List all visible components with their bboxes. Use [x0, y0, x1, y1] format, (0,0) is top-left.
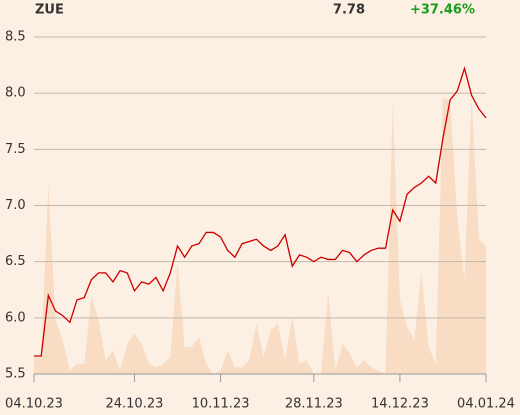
change: +37.46% [410, 3, 475, 18]
y-tick-label: 6.5 [5, 254, 26, 269]
y-tick-label: 8.0 [5, 86, 26, 101]
x-tick-label: 28.11.23 [285, 397, 343, 412]
y-tick-label: 5.5 [5, 367, 26, 382]
price-line [34, 66, 487, 357]
chart-title: ZUE [35, 3, 64, 18]
volume-area [34, 97, 486, 374]
y-tick-label: 8.5 [5, 30, 26, 45]
x-tick-label: 04.01.24 [457, 397, 515, 412]
y-tick-label: 6.0 [5, 310, 26, 325]
y-tick-label: 7.0 [5, 198, 26, 213]
x-tick-label: 24.10.23 [105, 397, 163, 412]
x-tick-label: 14.12.23 [371, 397, 429, 412]
last-value: 7.78 [333, 3, 365, 18]
x-tick-label: 10.11.23 [192, 397, 250, 412]
y-tick-label: 7.5 [5, 142, 26, 157]
x-tick-label: 04.10.23 [5, 397, 63, 412]
